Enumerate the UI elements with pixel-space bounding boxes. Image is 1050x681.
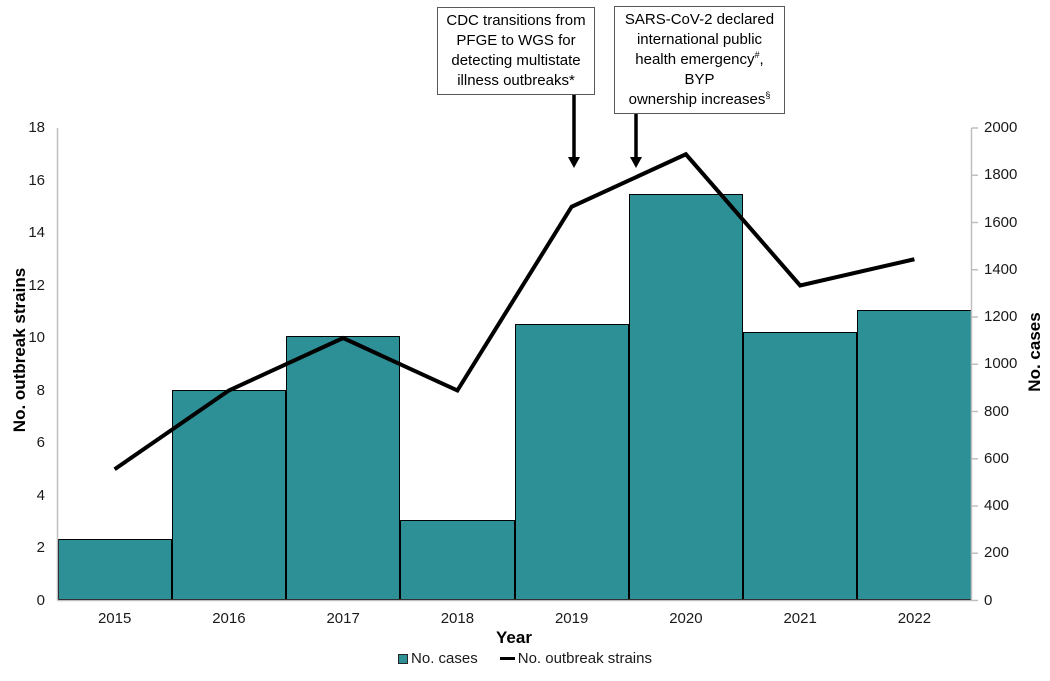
x-label-2016: 2016 xyxy=(212,610,246,627)
x-label-2022: 2022 xyxy=(897,610,932,627)
legend-item-line: No. outbreak strains xyxy=(499,650,652,667)
left-tick-12: 12 xyxy=(28,276,45,294)
right-tick-1800: 1800 xyxy=(984,166,1018,184)
x-label-2021: 2021 xyxy=(783,610,817,627)
bar-2016 xyxy=(171,390,286,601)
left-tick-2: 2 xyxy=(36,539,45,556)
x-label-2015: 2015 xyxy=(97,610,132,627)
bar-2017 xyxy=(286,335,401,601)
right-tick-1600: 1600 xyxy=(984,213,1018,231)
left-tick-14: 14 xyxy=(28,224,45,241)
bar-swatch-icon xyxy=(398,653,409,664)
bar-2021 xyxy=(743,332,858,601)
right-tick-400: 400 xyxy=(984,497,1010,514)
bar-2020 xyxy=(628,194,743,601)
left-tick-8: 8 xyxy=(36,381,45,399)
bar-2019 xyxy=(514,324,629,601)
annotation-sars-cov-2-box: SARS-CoV-2 declared international public h… xyxy=(614,6,785,114)
right-tick-600: 600 xyxy=(984,449,1010,467)
left-tick-10: 10 xyxy=(28,329,45,346)
right-tick-2000: 2000 xyxy=(984,119,1018,136)
left-tick-6: 6 xyxy=(36,434,45,451)
annotation-sars-cov-2-arrowhead-icon xyxy=(630,157,642,168)
right-tick-1400: 1400 xyxy=(984,260,1018,278)
legend: No. cases No. outbreak strains xyxy=(0,650,1050,667)
right-tick-1000: 1000 xyxy=(984,355,1018,373)
x-label-2017: 2017 xyxy=(326,610,360,627)
x-label-2020: 2020 xyxy=(669,610,703,627)
x-label-2019: 2019 xyxy=(554,610,589,627)
right-tick-0: 0 xyxy=(984,591,993,609)
annotation-pfge-wgs-box: CDC transitions from PFGE to WGS for detec… xyxy=(437,7,595,95)
legend-label: No. outbreak strains xyxy=(517,650,652,667)
annotation-pfge-wgs-arrowhead-icon xyxy=(568,157,580,168)
x-label-2018: 2018 xyxy=(440,610,475,627)
legend-item-bar: No. cases xyxy=(398,650,478,667)
left-axis-title: No. outbreak strains xyxy=(10,267,29,433)
bar-2018 xyxy=(400,520,515,601)
bar-2022 xyxy=(857,309,972,601)
left-tick-18: 18 xyxy=(28,119,45,136)
left-tick-16: 16 xyxy=(28,171,45,189)
line-swatch-icon xyxy=(499,656,515,661)
bar-2015 xyxy=(57,539,172,601)
left-tick-0: 0 xyxy=(36,591,45,609)
right-tick-200: 200 xyxy=(984,544,1010,562)
legend-label: No. cases xyxy=(411,650,478,667)
right-tick-1200: 1200 xyxy=(984,308,1018,325)
right-tick-800: 800 xyxy=(984,402,1010,420)
left-tick-4: 4 xyxy=(36,486,45,504)
right-axis-title: No. cases xyxy=(1025,312,1044,392)
x-axis-title: Year xyxy=(496,628,532,647)
